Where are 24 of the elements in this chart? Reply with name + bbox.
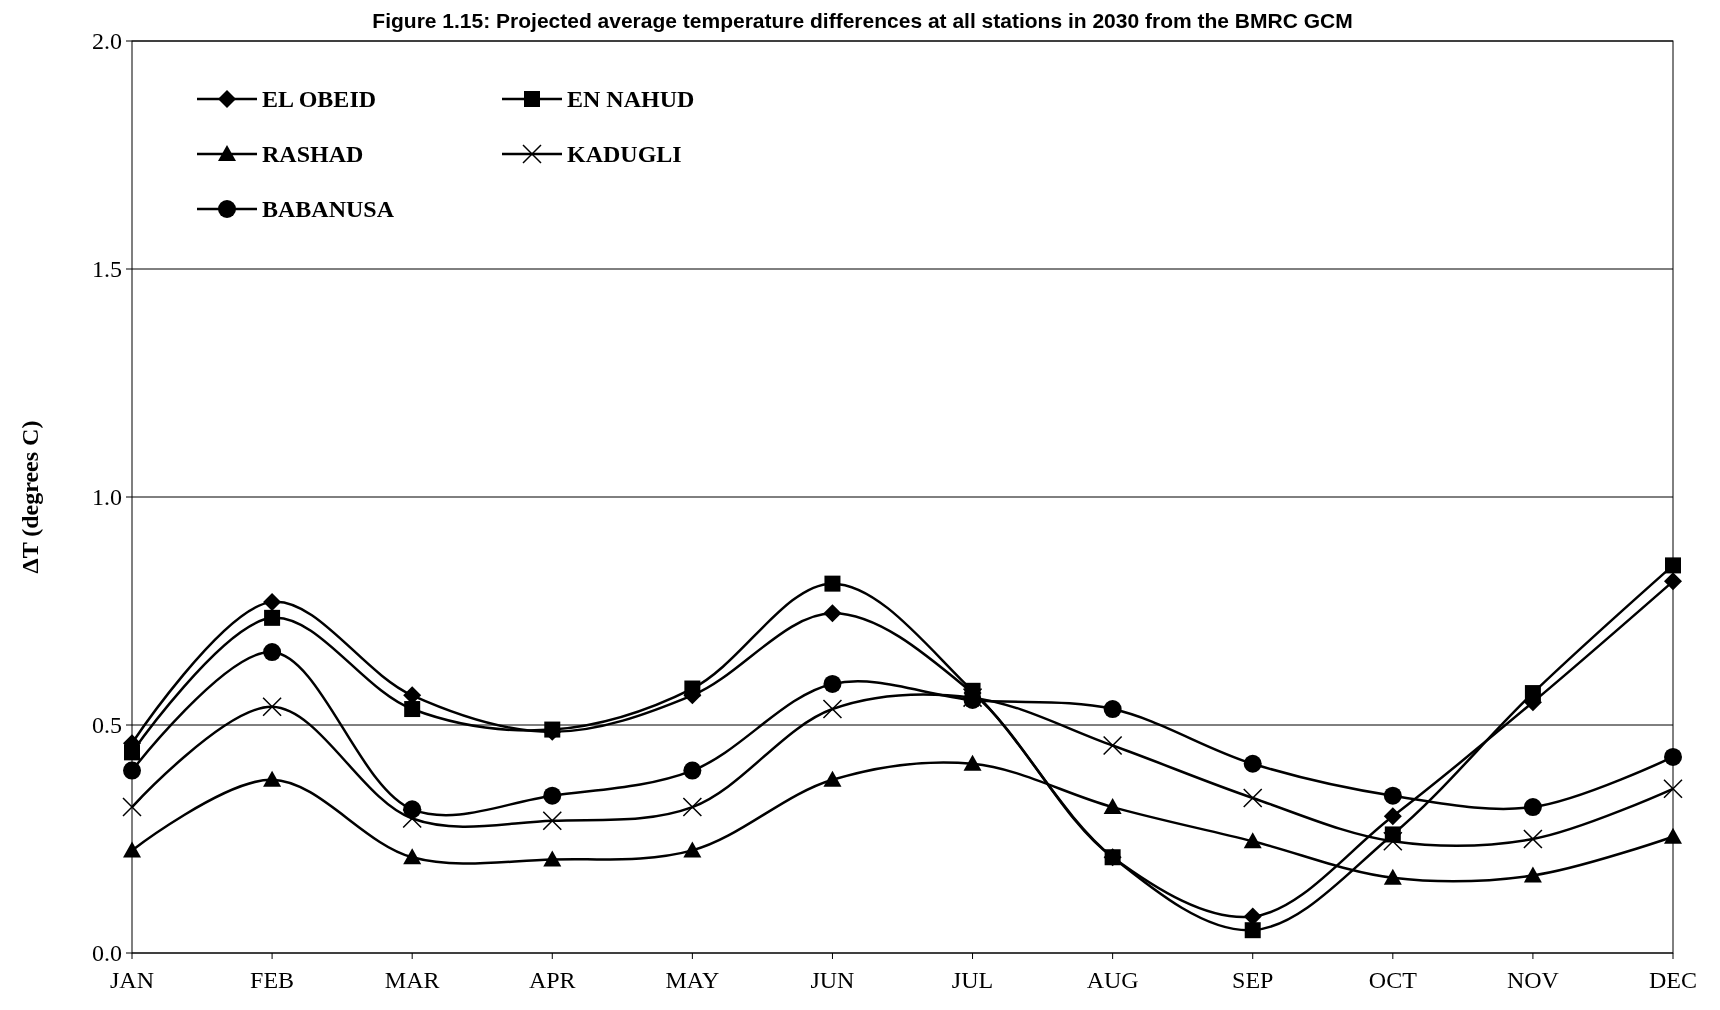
y-tick-label: 2.0 [92,28,122,55]
x-tick-label: SEP [1232,967,1274,993]
legend-label: EL OBEID [262,86,377,113]
x-tick-label: AUG [1086,967,1139,993]
x-tick-label: FEB [250,967,295,993]
y-tick-label: 1.0 [92,484,122,511]
x-tick-label: NOV [1506,967,1560,993]
y-axis-title: ΔT (degrees C) [17,420,43,574]
legend-label: RASHAD [262,141,364,168]
x-tick-label: MAR [384,967,440,993]
legend-label: KADUGLI [567,141,682,168]
x-tick-label: OCT [1368,967,1418,993]
y-tick-label: 1.5 [92,256,122,283]
y-tick-label: 0.0 [92,940,122,967]
y-tick-label: 0.5 [92,712,122,739]
legend-label: BABANUSA [262,196,395,223]
x-tick-label: JUN [810,967,855,993]
x-tick-label: APR [528,967,576,993]
chart-title: Figure 1.15: Projected average temperature differences at all stations in 2030 from the BMRC GCM [372,9,1353,32]
legend-label: EN NAHUD [567,86,695,113]
x-tick-label: JUL [951,967,994,993]
x-tick-label: MAY [665,967,720,993]
x-tick-label: JAN [109,967,155,993]
x-tick-label: DEC [1649,967,1697,993]
